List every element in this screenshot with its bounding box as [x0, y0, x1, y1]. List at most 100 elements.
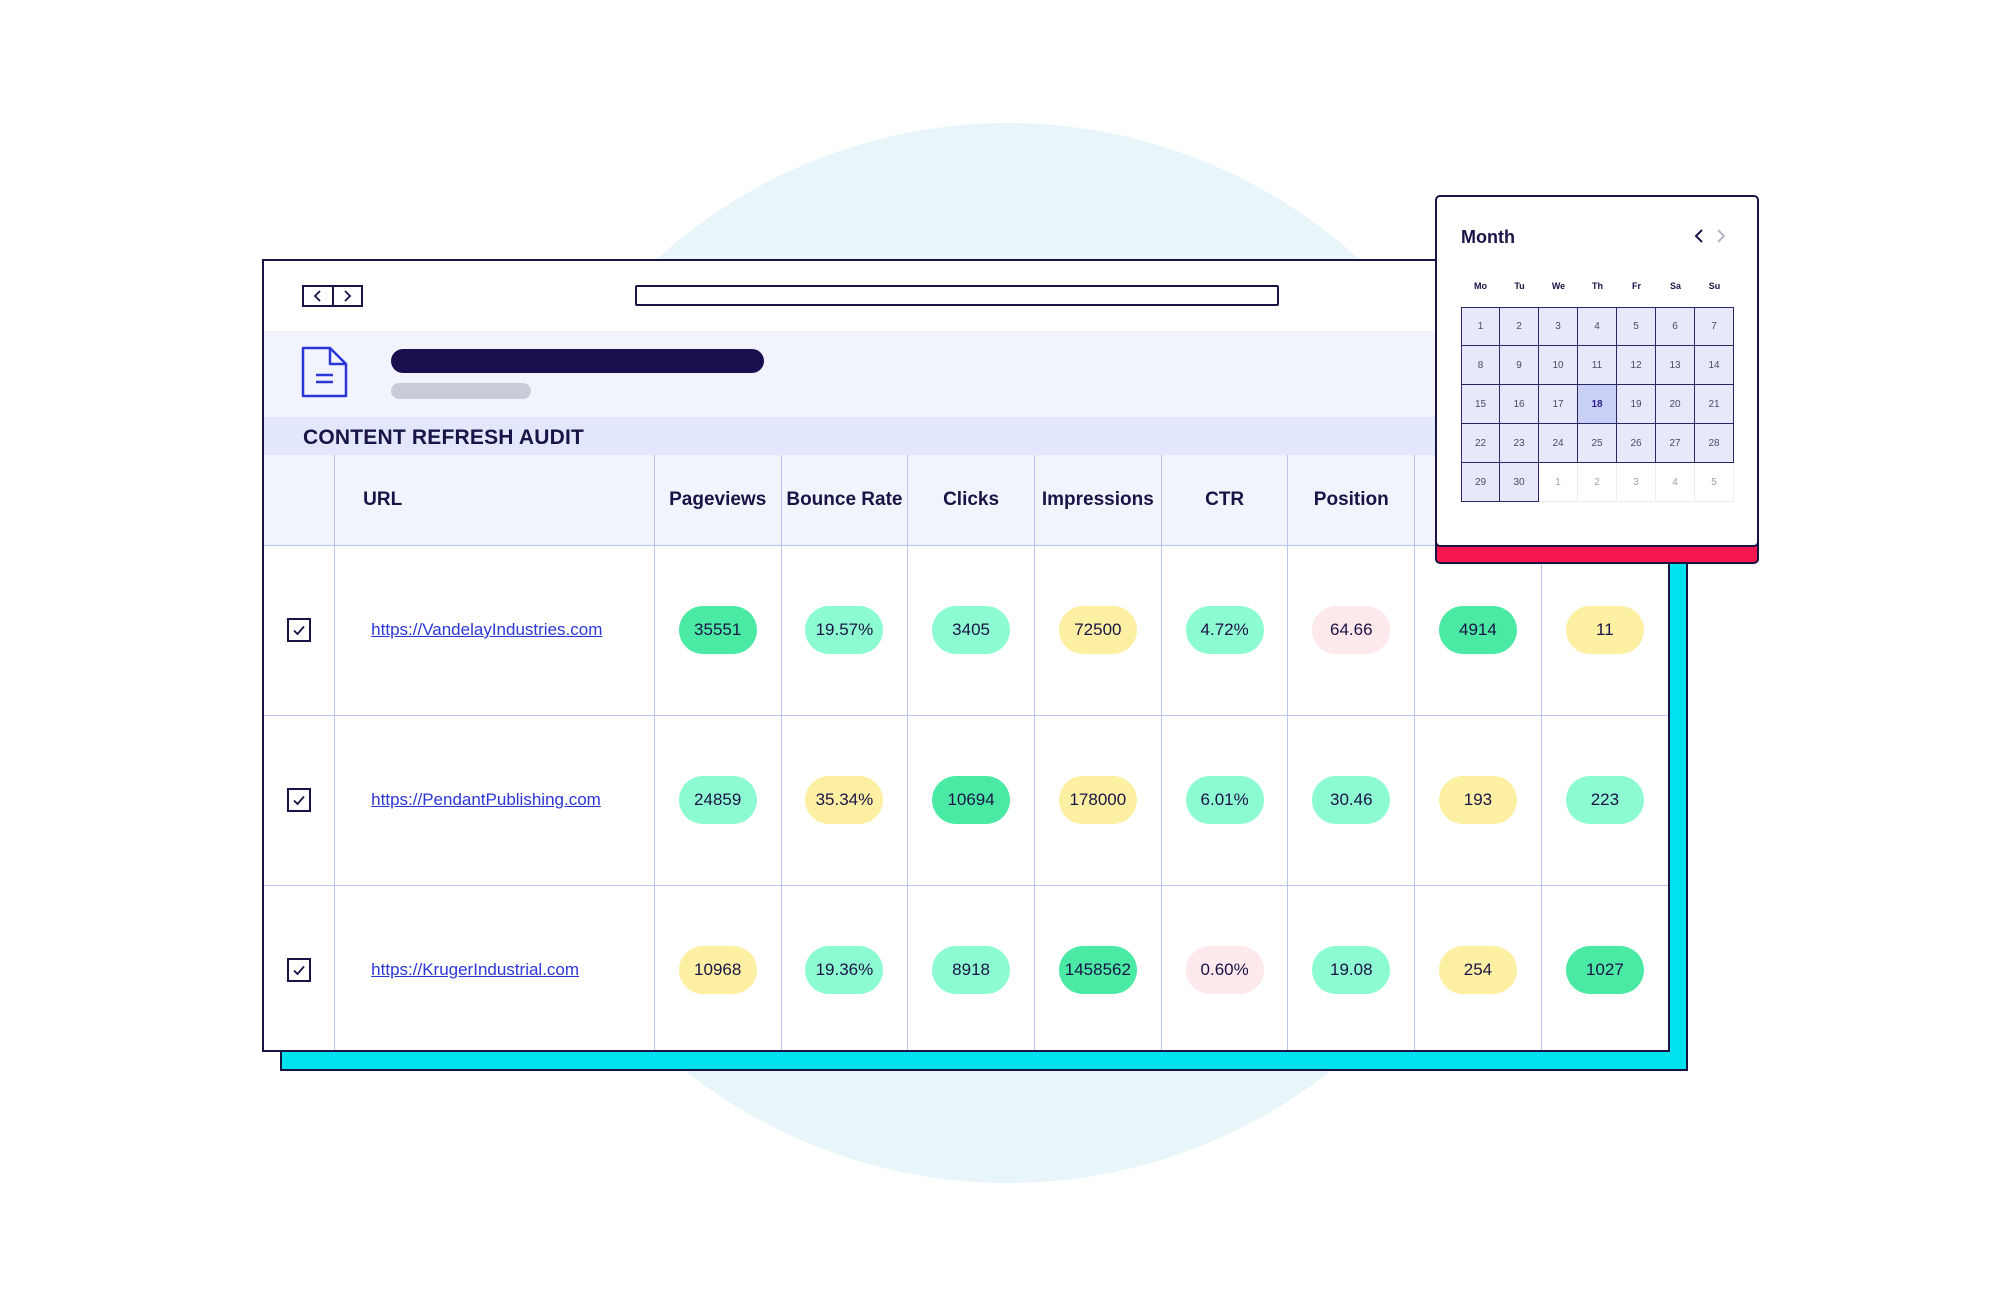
bounce-rate-cell: 19.57% [780, 545, 908, 716]
calendar-next-button[interactable] [1712, 225, 1730, 247]
calendar-day-next-month[interactable]: 3 [1617, 463, 1656, 502]
extra-1-cell: 4914 [1414, 545, 1542, 716]
bounce-rate-cell: 35.34% [780, 715, 908, 886]
calendar-day[interactable]: 22 [1461, 424, 1500, 463]
table-row: https://KrugerIndustrial.com 10968 19.36% 8… [264, 885, 1668, 1050]
calendar-day[interactable]: 29 [1461, 463, 1500, 502]
pageviews-value-badge: 24859 [678, 776, 757, 824]
page-title-placeholder [391, 349, 764, 373]
calendar-day[interactable]: 26 [1617, 424, 1656, 463]
calendar-day[interactable]: 25 [1578, 424, 1617, 463]
url-link[interactable]: https://VandelayIndustries.com [371, 620, 603, 639]
calendar-day[interactable]: 3 [1539, 307, 1578, 346]
calendar-day[interactable]: 12 [1617, 346, 1656, 385]
checkmark-icon [293, 965, 305, 975]
column-header-impressions[interactable]: Impressions [1033, 455, 1162, 546]
row-checkbox[interactable] [287, 617, 312, 642]
calendar-day-selected[interactable]: 18 [1578, 385, 1617, 424]
bounce-rate-value-badge: 19.57% [805, 606, 884, 654]
calendar-day[interactable]: 27 [1656, 424, 1695, 463]
extra-1-cell: 193 [1414, 715, 1542, 886]
clicks-value-badge: 10694 [932, 776, 1011, 824]
calendar-prev-button[interactable] [1690, 225, 1708, 247]
ctr-value-badge: 4.72% [1185, 606, 1264, 654]
calendar-popup: Month Mo Tu We Th Fr Sa Su 1 2 3 4 5 6 7 8 9 10 11 12 13 14… [1435, 195, 1759, 547]
calendar-weekday: Su [1708, 281, 1721, 291]
calendar-day[interactable]: 7 [1695, 307, 1734, 346]
extra-2-cell: 223 [1540, 715, 1668, 886]
extra-1-cell: 254 [1414, 885, 1542, 1050]
column-header-pageviews[interactable]: Pageviews [653, 455, 782, 546]
column-header-url[interactable]: URL [334, 455, 655, 546]
url-link[interactable]: https://KrugerIndustrial.com [371, 960, 580, 979]
checkmark-icon [293, 795, 305, 805]
pageviews-cell: 10968 [653, 885, 782, 1050]
row-checkbox[interactable] [287, 957, 312, 982]
browser-toolbar [264, 261, 1668, 331]
calendar-day-next-month[interactable]: 1 [1539, 463, 1578, 502]
table-row: https://VandelayIndustries.com 35551 19.57… [264, 545, 1668, 716]
calendar-day[interactable]: 9 [1500, 346, 1539, 385]
position-value-badge: 19.08 [1312, 946, 1391, 994]
calendar-title: Month [1461, 227, 1515, 247]
page-header [264, 331, 1668, 417]
calendar-day[interactable]: 19 [1617, 385, 1656, 424]
calendar-day[interactable]: 16 [1500, 385, 1539, 424]
calendar-day[interactable]: 21 [1695, 385, 1734, 424]
impressions-cell: 1458562 [1033, 885, 1162, 1050]
extra-2-value-badge: 11 [1565, 606, 1644, 654]
chevron-right-icon [1717, 229, 1726, 243]
column-header-select [264, 455, 335, 546]
select-cell [264, 715, 335, 886]
calendar-day-next-month[interactable]: 5 [1695, 463, 1734, 502]
calendar-day[interactable]: 6 [1656, 307, 1695, 346]
calendar-day[interactable]: 17 [1539, 385, 1578, 424]
calendar-day[interactable]: 10 [1539, 346, 1578, 385]
position-value-badge: 30.46 [1312, 776, 1391, 824]
clicks-value-badge: 8918 [932, 946, 1011, 994]
forward-button[interactable] [331, 287, 362, 305]
section-title: CONTENT REFRESH AUDIT [303, 426, 585, 449]
calendar-day[interactable]: 15 [1461, 385, 1500, 424]
calendar-day[interactable]: 28 [1695, 424, 1734, 463]
url-cell: https://VandelayIndustries.com [334, 545, 655, 716]
document-icon [301, 346, 348, 398]
bounce-rate-value-badge: 19.36% [805, 946, 884, 994]
clicks-cell: 8918 [907, 885, 1035, 1050]
calendar-day[interactable]: 5 [1617, 307, 1656, 346]
calendar-day-next-month[interactable]: 4 [1656, 463, 1695, 502]
extra-2-cell: 1027 [1540, 885, 1668, 1050]
calendar-day[interactable]: 8 [1461, 346, 1500, 385]
calendar-day-next-month[interactable]: 2 [1578, 463, 1617, 502]
position-cell: 30.46 [1287, 715, 1415, 886]
calendar-day[interactable]: 30 [1500, 463, 1539, 502]
clicks-value-badge: 3405 [932, 606, 1011, 654]
column-header-position[interactable]: Position [1287, 455, 1415, 546]
calendar-day[interactable]: 13 [1656, 346, 1695, 385]
address-bar[interactable] [635, 285, 1279, 306]
calendar-day[interactable]: 23 [1500, 424, 1539, 463]
bounce-rate-cell: 19.36% [780, 885, 908, 1050]
row-checkbox[interactable] [287, 787, 312, 812]
calendar-weekday: Tu [1514, 281, 1525, 291]
audit-table: URL Pageviews Bounce Rate Clicks Impress… [264, 455, 1668, 1050]
calendar-day[interactable]: 20 [1656, 385, 1695, 424]
select-cell [264, 885, 335, 1050]
column-header-bounce-rate[interactable]: Bounce Rate [780, 455, 908, 546]
pageviews-value-badge: 10968 [678, 946, 757, 994]
back-button[interactable] [304, 287, 332, 305]
calendar-day[interactable]: 14 [1695, 346, 1734, 385]
url-cell: https://PendantPublishing.com [334, 715, 655, 886]
calendar-day[interactable]: 2 [1500, 307, 1539, 346]
url-link[interactable]: https://PendantPublishing.com [371, 790, 601, 809]
column-header-clicks[interactable]: Clicks [907, 455, 1035, 546]
calendar-day[interactable]: 4 [1578, 307, 1617, 346]
calendar-day[interactable]: 11 [1578, 346, 1617, 385]
calendar-day[interactable]: 1 [1461, 307, 1500, 346]
ctr-value-badge: 0.60% [1185, 946, 1264, 994]
column-header-ctr[interactable]: CTR [1160, 455, 1288, 546]
calendar-weekday: Fr [1632, 281, 1641, 291]
extra-2-value-badge: 1027 [1565, 946, 1644, 994]
calendar-day[interactable]: 24 [1539, 424, 1578, 463]
clicks-cell: 3405 [907, 545, 1035, 716]
